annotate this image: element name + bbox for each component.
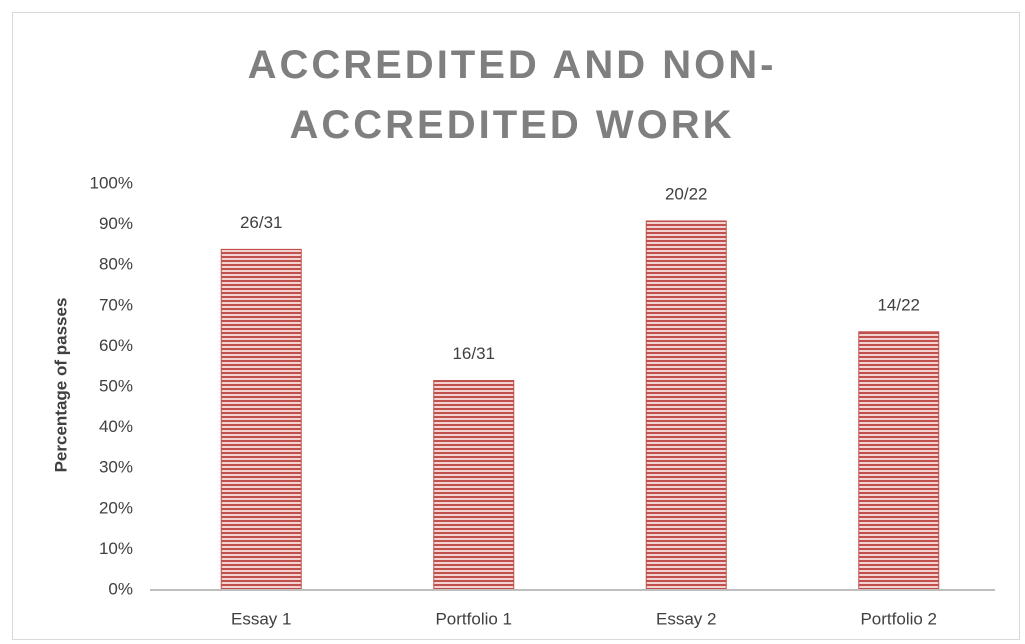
x-tick-label: Portfolio 1 bbox=[435, 609, 512, 628]
y-tick-label: 0% bbox=[108, 579, 133, 598]
data-label: 16/31 bbox=[452, 344, 495, 363]
bar bbox=[433, 380, 515, 591]
data-label: 26/31 bbox=[240, 213, 283, 232]
bar bbox=[858, 331, 940, 591]
y-tick-label: 90% bbox=[99, 214, 133, 233]
y-tick-label: 40% bbox=[99, 417, 133, 436]
chart-border bbox=[12, 12, 1020, 640]
x-tick-label: Essay 1 bbox=[231, 609, 291, 628]
y-tick-label: 50% bbox=[99, 376, 133, 395]
y-tick-label: 30% bbox=[99, 458, 133, 477]
y-tick-label: 100% bbox=[90, 173, 133, 192]
chart-title: ACCREDITED AND NON-ACCREDITED WORK bbox=[247, 43, 777, 147]
data-label: 20/22 bbox=[665, 184, 708, 203]
data-label: 14/22 bbox=[877, 295, 920, 314]
x-tick-label: Essay 2 bbox=[656, 609, 716, 628]
y-tick-label: 10% bbox=[99, 539, 133, 558]
y-tick-label: 60% bbox=[99, 336, 133, 355]
y-axis-label: Percentage of passes bbox=[51, 298, 70, 473]
bar bbox=[645, 220, 727, 591]
bar bbox=[220, 248, 302, 591]
y-tick-label: 80% bbox=[99, 255, 133, 274]
y-tick-label: 20% bbox=[99, 498, 133, 517]
y-tick-label: 70% bbox=[99, 295, 133, 314]
x-tick-label: Portfolio 2 bbox=[860, 609, 937, 628]
